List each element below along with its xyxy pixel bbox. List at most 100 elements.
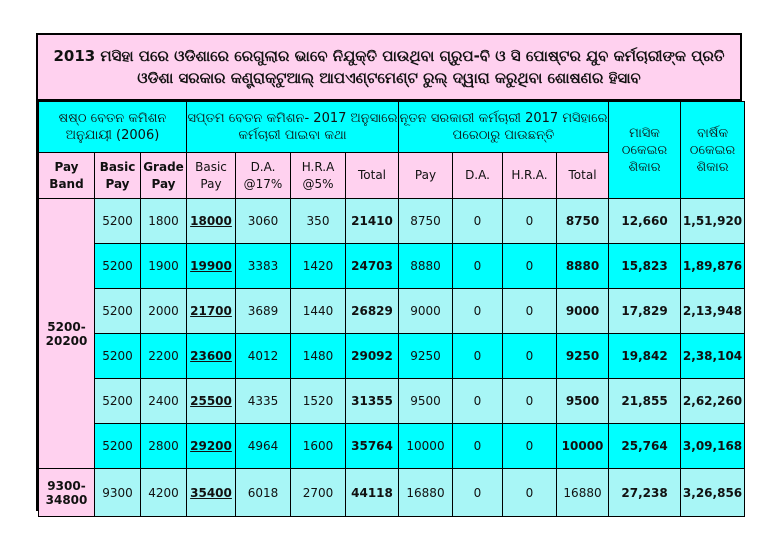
table-row: 5200 2800 29200 4964 1600 35764 10000 0 … <box>39 423 746 469</box>
table-row: 5200 2400 25500 4335 1520 31355 9500 0 0… <box>39 378 746 424</box>
document-title: 2013 ମସିହା ପରେ ଓଡିଶାରେ ରେଗୁଲାର ଭାବେ ନିଯୁ… <box>38 35 740 101</box>
basic-pay-7-cell: 19900 <box>186 243 236 289</box>
total-cell: 21410 <box>345 198 399 244</box>
group-header-row: ଷଷ୍ଠ ବେତନ କମିଶନ ଅନୁଯାୟୀ (2006) ସପ୍ତମ ବେତ… <box>38 101 746 199</box>
monthly-loss-cell: 21,855 <box>608 378 682 424</box>
header-basic-pay: Basic Pay <box>94 152 141 199</box>
da-new-cell: 0 <box>452 333 503 379</box>
basic-pay-cell: 5200 <box>94 243 141 289</box>
salary-exploitation-table-document: 2013 ମସିହା ପରେ ଓଡିଶାରେ ରେଗୁଲାର ଭାବେ ନିଯୁ… <box>36 33 746 517</box>
total-cell: 35764 <box>345 423 399 469</box>
yearly-loss-cell: 3,26,856 <box>680 468 746 517</box>
hra-cell: 1520 <box>290 378 346 424</box>
header-pay-band: Pay Band <box>38 152 95 199</box>
basic-pay-cell: 9300 <box>94 468 141 517</box>
salary-table: ଷଷ୍ଠ ବେତନ କମିଶନ ଅନୁଯାୟୀ (2006) ସପ୍ତମ ବେତ… <box>38 101 746 517</box>
basic-pay-cell: 5200 <box>94 198 141 244</box>
total-cell: 26829 <box>345 288 399 334</box>
total-new-cell: 16880 <box>555 468 610 517</box>
da-cell: 3060 <box>235 198 291 244</box>
header-hra: H.R.A @5% <box>290 152 346 199</box>
pay-cell: 16880 <box>398 468 453 517</box>
total-new-cell: 8880 <box>555 243 610 289</box>
basic-pay-7-cell: 23600 <box>186 333 236 379</box>
pay-cell: 9250 <box>398 333 453 379</box>
grade-pay-cell: 1800 <box>140 198 187 244</box>
grade-pay-cell: 2000 <box>140 288 187 334</box>
hra-cell: 1480 <box>290 333 346 379</box>
monthly-loss-cell: 27,238 <box>608 468 682 517</box>
da-cell: 3383 <box>235 243 291 289</box>
monthly-loss-cell: 15,823 <box>608 243 682 289</box>
hra-new-cell: 0 <box>502 468 557 517</box>
table-row: 5200 2200 23600 4012 1480 29092 9250 0 0… <box>39 333 746 379</box>
da-cell: 4964 <box>235 423 291 469</box>
yearly-loss-cell: 2,38,104 <box>680 333 746 379</box>
grade-pay-cell: 2400 <box>140 378 187 424</box>
basic-pay-cell: 5200 <box>94 333 141 379</box>
basic-pay-7-cell: 35400 <box>186 468 236 517</box>
sixth-pay-commission-header: ଷଷ୍ଠ ବେତନ କମିଶନ ଅନୁଯାୟୀ (2006) <box>38 101 187 153</box>
monthly-loss-header: ମାସିକ ଠକେଇର ଶିକାର <box>608 101 682 199</box>
header-da-new: D.A. <box>452 152 503 199</box>
da-new-cell: 0 <box>452 198 503 244</box>
header-total: Total <box>345 152 399 199</box>
total-cell: 29092 <box>345 333 399 379</box>
yearly-loss-cell: 2,13,948 <box>680 288 746 334</box>
hra-cell: 350 <box>290 198 346 244</box>
title-line-1: 2013 ମସିହା ପରେ ଓଡିଶାରେ ରେଗୁଲାର ଭାବେ ନିଯୁ… <box>53 47 725 65</box>
basic-pay-7-cell: 29200 <box>186 423 236 469</box>
yearly-loss-header: ବାର୍ଷିକ ଠକେଇର ଶିକାର <box>680 101 746 199</box>
total-new-cell: 9500 <box>555 378 610 424</box>
header-pay: Pay <box>398 152 453 199</box>
grade-pay-cell: 4200 <box>140 468 187 517</box>
basic-pay-7-cell: 18000 <box>186 198 236 244</box>
yearly-loss-cell: 1,51,920 <box>680 198 746 244</box>
pay-cell: 8880 <box>398 243 453 289</box>
grade-pay-cell: 2200 <box>140 333 187 379</box>
table-row: 9300-34800 9300 4200 35400 6018 2700 441… <box>38 468 746 517</box>
basic-pay-7-cell: 21700 <box>186 288 236 334</box>
hra-cell: 1440 <box>290 288 346 334</box>
hra-cell: 1600 <box>290 423 346 469</box>
header-da: D.A. @17% <box>235 152 291 199</box>
grade-pay-cell: 2800 <box>140 423 187 469</box>
monthly-loss-cell: 12,660 <box>608 198 682 244</box>
hra-new-cell: 0 <box>502 333 557 379</box>
da-cell: 4335 <box>235 378 291 424</box>
pay-cell: 8750 <box>398 198 453 244</box>
hra-new-cell: 0 <box>502 243 557 289</box>
pay-band-cell: 5200-20200 <box>38 198 95 469</box>
title-line-2: ଓଡିଶା ସରକାର କଣ୍ଟ୍ରାକ୍ଟୁଆଲ୍ ଆପଏଣ୍ଟମେଣ୍ଟ ର… <box>137 69 641 87</box>
table-row: 5200 1900 19900 3383 1420 24703 8880 0 0… <box>39 243 746 289</box>
header-grade-pay: Grade Pay <box>140 152 187 199</box>
seventh-pay-commission-header: ସପ୍ତମ ବେତନ କମିଶନ- 2017 ଅନୁସାରେ କର୍ମଚାରୀ … <box>186 101 399 153</box>
pay-cell: 9500 <box>398 378 453 424</box>
grade-pay-cell: 1900 <box>140 243 187 289</box>
table-row: 5200 2000 21700 3689 1440 26829 9000 0 0… <box>39 288 746 334</box>
pay-cell: 10000 <box>398 423 453 469</box>
total-new-cell: 8750 <box>555 198 610 244</box>
column-header-row: Pay Band Basic Pay Grade Pay Basic Pay D… <box>38 152 745 199</box>
monthly-loss-cell: 17,829 <box>608 288 682 334</box>
basic-pay-cell: 5200 <box>94 378 141 424</box>
monthly-loss-cell: 19,842 <box>608 333 682 379</box>
yearly-loss-cell: 3,09,168 <box>680 423 746 469</box>
total-new-cell: 9250 <box>555 333 610 379</box>
total-new-cell: 10000 <box>555 423 610 469</box>
new-employee-header: ନୂତନ ସରକାରୀ କର୍ମଚାରୀ 2017 ମସିହାରେ ପରେଠାର… <box>397 101 610 153</box>
pay-cell: 9000 <box>398 288 453 334</box>
total-cell: 44118 <box>345 468 399 517</box>
da-cell: 6018 <box>235 468 291 517</box>
yearly-loss-cell: 1,89,876 <box>680 243 746 289</box>
basic-pay-7-cell: 25500 <box>186 378 236 424</box>
da-cell: 4012 <box>235 333 291 379</box>
header-hra-new: H.R.A. <box>502 152 557 199</box>
da-new-cell: 0 <box>452 468 503 517</box>
basic-pay-cell: 5200 <box>94 288 141 334</box>
monthly-loss-cell: 25,764 <box>608 423 682 469</box>
table-row: 5200-20200 5200 1800 18000 3060 350 2141… <box>38 198 746 469</box>
total-cell: 24703 <box>345 243 399 289</box>
pay-band-cell: 9300-34800 <box>38 468 95 517</box>
da-cell: 3689 <box>235 288 291 334</box>
